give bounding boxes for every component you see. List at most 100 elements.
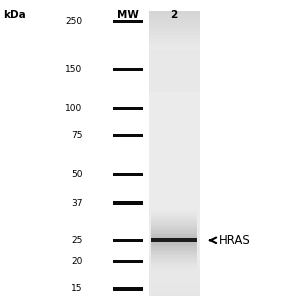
Bar — [148, 25, 200, 28]
Text: MW: MW — [117, 11, 138, 20]
Bar — [151, 215, 197, 266]
Bar — [151, 219, 197, 261]
Bar — [148, 149, 200, 153]
Bar — [148, 100, 200, 103]
Bar — [151, 209, 197, 272]
Bar — [151, 216, 197, 264]
Bar — [148, 92, 200, 96]
Bar — [148, 238, 200, 242]
Bar — [148, 89, 200, 92]
Text: kDa: kDa — [3, 11, 26, 20]
Bar — [112, 134, 142, 137]
Bar — [148, 153, 200, 157]
Bar — [148, 288, 200, 292]
Text: 75: 75 — [71, 131, 82, 140]
Bar — [148, 110, 200, 114]
Bar — [151, 221, 197, 260]
Bar — [148, 185, 200, 189]
Bar — [112, 173, 142, 176]
Bar — [148, 68, 200, 71]
Bar — [151, 231, 197, 249]
Bar — [148, 18, 200, 21]
Bar — [148, 71, 200, 75]
Bar — [148, 43, 200, 46]
Text: 100: 100 — [65, 104, 83, 113]
Bar — [112, 287, 142, 291]
Bar — [151, 234, 197, 246]
Bar — [112, 107, 142, 110]
Bar — [148, 35, 200, 39]
Bar — [148, 267, 200, 271]
Bar — [148, 235, 200, 238]
Bar — [148, 292, 200, 296]
Bar — [148, 11, 200, 296]
Bar — [151, 224, 197, 257]
Bar — [151, 236, 197, 245]
Bar — [148, 203, 200, 206]
Text: 150: 150 — [65, 65, 83, 74]
Bar — [112, 20, 142, 23]
Bar — [148, 160, 200, 164]
Bar — [148, 164, 200, 167]
Bar — [148, 132, 200, 135]
Bar — [148, 260, 200, 263]
Bar — [148, 278, 200, 281]
Bar — [148, 271, 200, 274]
Bar — [148, 135, 200, 139]
Bar — [148, 281, 200, 285]
Text: 25: 25 — [71, 236, 82, 245]
Bar — [148, 256, 200, 260]
Bar — [151, 212, 197, 269]
Bar — [148, 214, 200, 217]
Bar — [151, 218, 197, 263]
Bar — [148, 50, 200, 53]
Bar — [112, 201, 142, 205]
Text: 15: 15 — [71, 284, 82, 293]
Bar — [148, 53, 200, 57]
Text: 20: 20 — [71, 257, 82, 266]
Text: 250: 250 — [65, 17, 83, 26]
Bar — [112, 68, 142, 71]
Bar — [148, 246, 200, 249]
Bar — [148, 21, 200, 25]
Text: HRAS: HRAS — [219, 234, 251, 247]
Bar — [148, 167, 200, 171]
Bar — [148, 210, 200, 214]
Bar — [148, 189, 200, 192]
Bar — [148, 231, 200, 235]
Bar — [148, 142, 200, 146]
Bar — [148, 96, 200, 100]
Bar — [148, 32, 200, 35]
Bar — [148, 78, 200, 82]
Bar — [148, 242, 200, 246]
Bar — [148, 228, 200, 231]
Bar — [112, 260, 142, 263]
Bar — [148, 146, 200, 149]
Bar — [148, 249, 200, 253]
Bar — [148, 11, 200, 14]
Bar — [151, 238, 197, 242]
Bar — [148, 128, 200, 132]
Bar — [148, 28, 200, 32]
Bar — [151, 228, 197, 252]
Bar — [151, 227, 197, 254]
Bar — [148, 263, 200, 267]
Bar — [148, 14, 200, 18]
Bar — [148, 221, 200, 224]
Bar — [148, 139, 200, 142]
Text: 50: 50 — [71, 170, 82, 179]
Bar — [112, 239, 142, 242]
Bar — [148, 60, 200, 64]
Bar — [148, 174, 200, 178]
Bar — [148, 82, 200, 85]
Bar — [148, 107, 200, 110]
Bar — [151, 233, 197, 248]
Bar — [148, 75, 200, 78]
Bar — [151, 225, 197, 255]
Bar — [148, 196, 200, 199]
Bar — [148, 217, 200, 221]
Text: 37: 37 — [71, 199, 82, 208]
Bar — [148, 171, 200, 174]
Bar — [148, 224, 200, 228]
Bar — [148, 121, 200, 124]
